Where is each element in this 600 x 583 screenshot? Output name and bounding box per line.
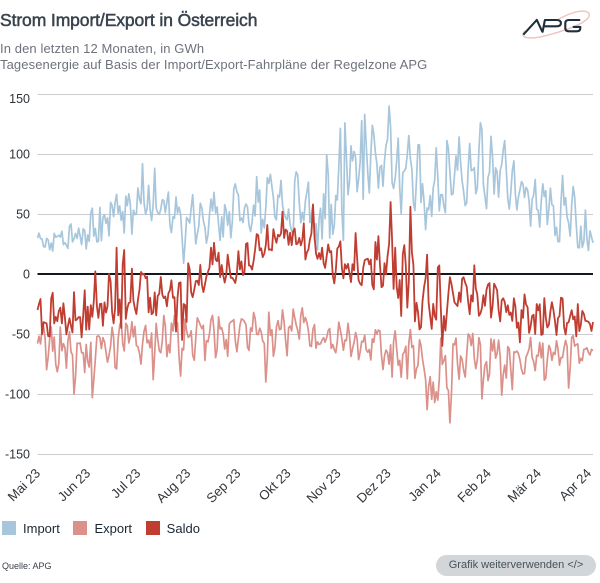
svg-text:0: 0	[23, 268, 30, 282]
svg-text:-50: -50	[12, 328, 30, 342]
svg-text:Nov 23: Nov 23	[304, 466, 344, 506]
svg-text:150: 150	[9, 92, 30, 106]
svg-text:Feb 24: Feb 24	[454, 466, 494, 506]
svg-text:Mai 23: Mai 23	[5, 466, 44, 505]
svg-text:Mär 24: Mär 24	[504, 466, 544, 506]
svg-text:Okt 23: Okt 23	[256, 466, 294, 504]
svg-text:Sep 23: Sep 23	[203, 466, 243, 506]
svg-text:Jul 23: Jul 23	[108, 466, 143, 501]
svg-text:Aug 23: Aug 23	[153, 466, 193, 506]
svg-text:Jun 23: Jun 23	[55, 466, 94, 505]
svg-text:Jan 24: Jan 24	[405, 466, 444, 505]
svg-text:50: 50	[16, 208, 30, 222]
svg-text:Apr 24: Apr 24	[556, 466, 594, 504]
svg-text:100: 100	[9, 148, 30, 162]
svg-text:-150: -150	[5, 448, 30, 462]
svg-text:-100: -100	[5, 388, 30, 402]
svg-text:Dez 23: Dez 23	[354, 466, 394, 506]
